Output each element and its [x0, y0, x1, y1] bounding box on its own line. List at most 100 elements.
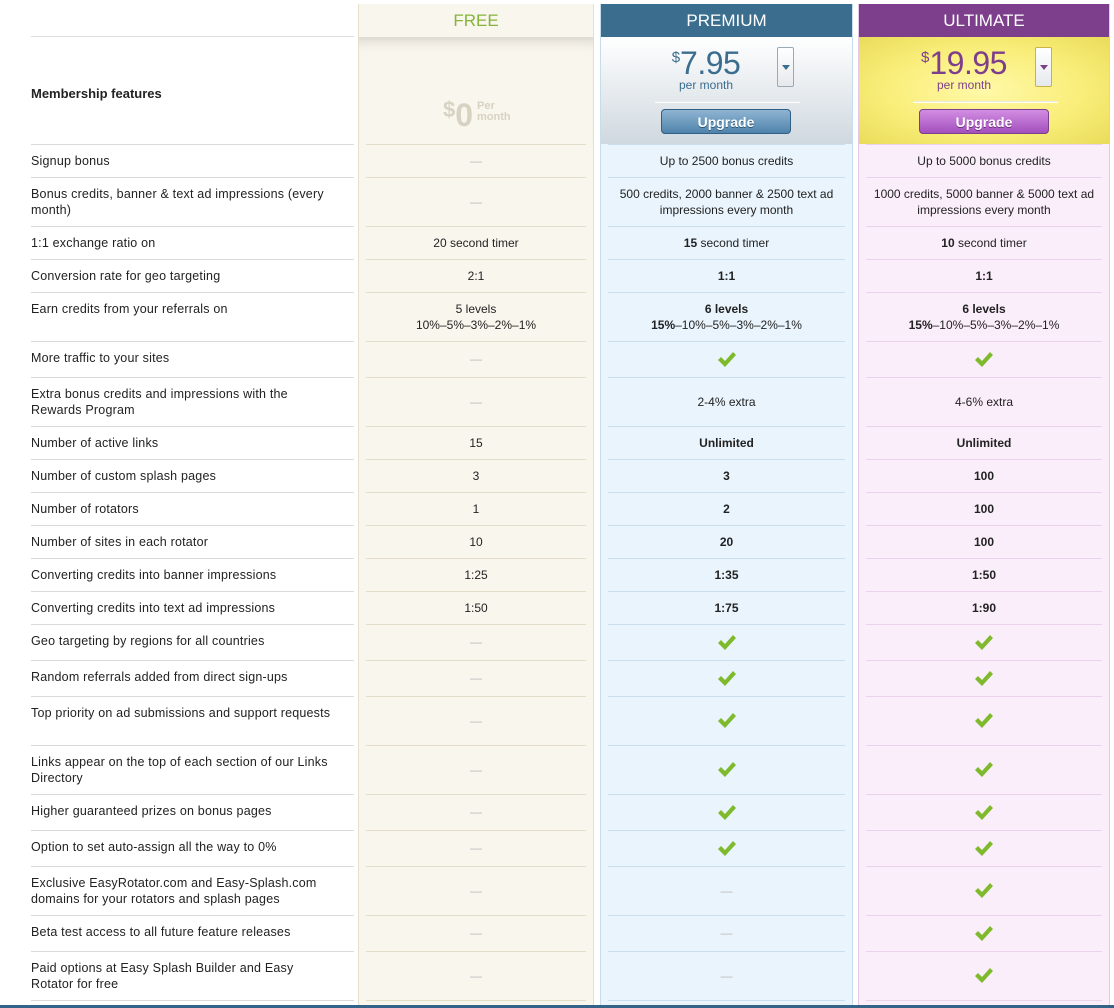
price-box-ultimate: $19.95 per month Upgrade	[859, 37, 1109, 144]
feature-cell-ultimate: 100	[858, 501, 1110, 517]
row-divider	[866, 459, 1102, 460]
row-divider	[866, 144, 1102, 145]
cell-value: Unlimited	[956, 436, 1012, 450]
row-divider	[366, 259, 586, 260]
cell-value: 4-6% extra	[954, 395, 1014, 409]
ultimate-per-month: per month	[936, 78, 992, 92]
cell-value: 2:1	[467, 269, 485, 283]
feature-cell-free: —	[358, 351, 594, 367]
row-divider	[866, 259, 1102, 260]
row-divider	[608, 660, 845, 661]
row-divider	[366, 377, 586, 378]
feature-cell-premium: 500 credits, 2000 banner & 2500 text ad …	[600, 186, 853, 218]
premium-upgrade-button[interactable]: Upgrade	[661, 109, 791, 134]
row-divider	[366, 292, 586, 293]
unavailable-dash: —	[470, 926, 482, 940]
feature-label: Higher guaranteed prizes on bonus pages	[31, 804, 272, 818]
row-divider	[866, 492, 1102, 493]
feature-cell-premium: —	[600, 883, 853, 899]
feature-label: 1:1 exchange ratio on	[31, 236, 156, 250]
feature-cell-premium: Unlimited	[600, 435, 853, 451]
row-divider	[866, 292, 1102, 293]
row-divider	[366, 426, 586, 427]
feature-cell-free: 15	[358, 435, 594, 451]
row-divider	[366, 745, 586, 746]
feature-label: Number of rotators	[31, 502, 139, 516]
feature-cell-premium	[600, 712, 853, 733]
row-divider	[608, 226, 845, 227]
cell-value: 10	[469, 535, 483, 549]
feature-cell-premium: 2	[600, 501, 853, 517]
row-divider	[31, 492, 354, 493]
feature-cell-free: 2:1	[358, 268, 594, 284]
row-divider	[31, 292, 354, 293]
feature-label: Paid options at Easy Splash Builder and …	[31, 961, 294, 991]
row-divider	[366, 915, 586, 916]
row-divider	[866, 866, 1102, 867]
row-divider	[31, 525, 354, 526]
unavailable-dash: —	[720, 884, 733, 898]
feature-label: Extra bonus credits and impressions with…	[31, 387, 288, 417]
feature-cell-free: —	[358, 394, 594, 410]
row-divider	[866, 696, 1102, 697]
row-divider	[366, 624, 586, 625]
cell-value: 500 credits, 2000 banner & 2500 text ad …	[619, 187, 834, 217]
checkmark-icon	[975, 762, 993, 777]
row-divider	[608, 696, 845, 697]
row-divider	[608, 951, 845, 952]
row-divider	[366, 660, 586, 661]
row-divider	[608, 558, 845, 559]
feature-label: Signup bonus	[31, 154, 110, 168]
checkmark-icon	[975, 671, 993, 686]
premium-per-month: per month	[678, 78, 734, 92]
row-divider	[608, 915, 845, 916]
feature-cell-premium	[600, 840, 853, 861]
premium-billing-dropdown[interactable]	[777, 47, 794, 87]
ultimate-upgrade-button[interactable]: Upgrade	[919, 109, 1049, 134]
feature-cell-premium: Up to 2500 bonus credits	[600, 153, 853, 169]
row-divider	[366, 226, 586, 227]
feature-cell-premium: 20	[600, 534, 853, 550]
feature-cell-premium: 1:1	[600, 268, 853, 284]
row-divider	[366, 591, 586, 592]
feature-label: Links appear on the top of each section …	[31, 755, 328, 785]
row-divider	[366, 830, 586, 831]
row-divider	[866, 624, 1102, 625]
unavailable-dash: —	[470, 671, 482, 685]
row-divider	[866, 525, 1102, 526]
feature-label: Earn credits from your referrals on	[31, 302, 228, 316]
feature-cell-free: —	[358, 925, 594, 941]
feature-cell-free: 1:50	[358, 600, 594, 616]
row-divider	[608, 591, 845, 592]
row-divider	[608, 144, 845, 145]
feature-cell-premium	[600, 761, 853, 782]
feature-cell-free: 20 second timer	[358, 235, 594, 251]
feature-label: More traffic to your sites	[31, 351, 170, 365]
row-divider	[608, 292, 845, 293]
feature-cell-premium	[600, 634, 853, 655]
feature-cell-ultimate: 1000 credits, 5000 banner & 5000 text ad…	[858, 186, 1110, 218]
cell-value: 10 second timer	[941, 236, 1027, 250]
feature-cell-ultimate	[858, 634, 1110, 655]
feature-cell-ultimate	[858, 882, 1110, 903]
feature-cell-premium: 3	[600, 468, 853, 484]
feature-cell-free: —	[358, 883, 594, 899]
feature-cell-ultimate	[858, 925, 1110, 946]
unavailable-dash: —	[720, 926, 733, 940]
row-divider	[866, 591, 1102, 592]
row-divider	[366, 866, 586, 867]
checkmark-icon	[975, 713, 993, 728]
cell-value: 1	[472, 502, 480, 516]
row-divider	[31, 226, 354, 227]
checkmark-icon	[975, 926, 993, 941]
feature-cell-ultimate: 6 levels 15%–10%–5%–3%–2%–1%	[858, 301, 1110, 333]
feature-label: Conversion rate for geo targeting	[31, 269, 221, 283]
row-divider	[366, 341, 586, 342]
feature-cell-ultimate	[858, 967, 1110, 988]
row-divider	[608, 426, 845, 427]
row-divider	[366, 696, 586, 697]
ultimate-billing-dropdown[interactable]	[1035, 47, 1052, 87]
feature-label: Converting credits into banner impressio…	[31, 568, 277, 582]
cell-value: Up to 5000 bonus credits	[917, 154, 1051, 168]
chevron-down-icon	[1040, 65, 1048, 70]
